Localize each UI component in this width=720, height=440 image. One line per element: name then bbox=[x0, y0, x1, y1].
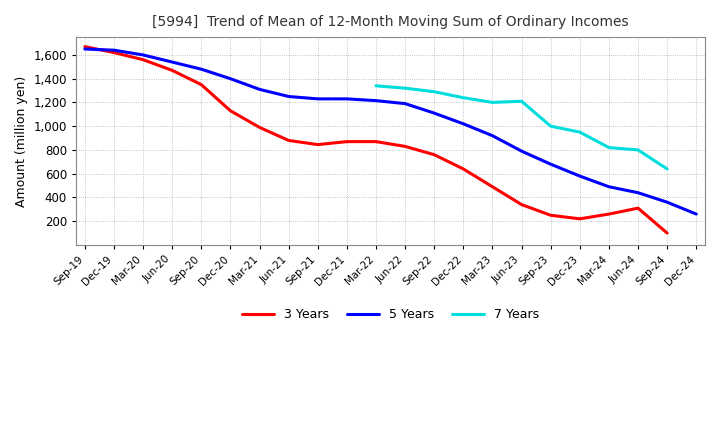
3 Years bbox=[459, 166, 468, 172]
3 Years bbox=[488, 184, 497, 189]
7 Years bbox=[401, 85, 410, 91]
Line: 5 Years: 5 Years bbox=[85, 49, 696, 214]
7 Years bbox=[634, 147, 642, 153]
5 Years bbox=[197, 66, 206, 72]
5 Years bbox=[343, 96, 351, 102]
5 Years bbox=[663, 200, 672, 205]
3 Years bbox=[663, 231, 672, 236]
5 Years bbox=[430, 110, 438, 116]
3 Years bbox=[226, 108, 235, 114]
3 Years bbox=[517, 202, 526, 207]
5 Years bbox=[546, 161, 555, 167]
5 Years bbox=[81, 46, 89, 51]
Y-axis label: Amount (million yen): Amount (million yen) bbox=[15, 75, 28, 207]
7 Years bbox=[575, 129, 584, 135]
5 Years bbox=[575, 173, 584, 179]
3 Years bbox=[575, 216, 584, 221]
5 Years bbox=[139, 52, 148, 58]
3 Years bbox=[372, 139, 380, 144]
3 Years bbox=[139, 57, 148, 62]
5 Years bbox=[401, 101, 410, 106]
Legend: 3 Years, 5 Years, 7 Years: 3 Years, 5 Years, 7 Years bbox=[238, 303, 544, 326]
7 Years bbox=[517, 99, 526, 104]
3 Years bbox=[313, 142, 322, 147]
3 Years bbox=[284, 138, 293, 143]
5 Years bbox=[517, 148, 526, 154]
5 Years bbox=[313, 96, 322, 102]
5 Years bbox=[488, 133, 497, 138]
7 Years bbox=[663, 166, 672, 172]
3 Years bbox=[109, 50, 118, 55]
5 Years bbox=[634, 190, 642, 195]
5 Years bbox=[226, 76, 235, 81]
7 Years bbox=[430, 89, 438, 95]
5 Years bbox=[109, 48, 118, 53]
7 Years bbox=[372, 83, 380, 88]
3 Years bbox=[546, 213, 555, 218]
3 Years bbox=[401, 144, 410, 149]
3 Years bbox=[255, 125, 264, 130]
5 Years bbox=[284, 94, 293, 99]
3 Years bbox=[343, 139, 351, 144]
7 Years bbox=[605, 145, 613, 150]
5 Years bbox=[459, 121, 468, 126]
7 Years bbox=[546, 124, 555, 129]
5 Years bbox=[255, 87, 264, 92]
3 Years bbox=[197, 82, 206, 87]
3 Years bbox=[81, 44, 89, 49]
3 Years bbox=[168, 68, 176, 73]
7 Years bbox=[459, 95, 468, 100]
Line: 7 Years: 7 Years bbox=[376, 86, 667, 169]
5 Years bbox=[692, 212, 701, 217]
3 Years bbox=[430, 152, 438, 158]
7 Years bbox=[488, 100, 497, 105]
Title: [5994]  Trend of Mean of 12-Month Moving Sum of Ordinary Incomes: [5994] Trend of Mean of 12-Month Moving … bbox=[152, 15, 629, 29]
Line: 3 Years: 3 Years bbox=[85, 47, 667, 233]
5 Years bbox=[372, 98, 380, 103]
5 Years bbox=[605, 184, 613, 189]
3 Years bbox=[605, 212, 613, 217]
5 Years bbox=[168, 59, 176, 65]
3 Years bbox=[634, 205, 642, 211]
